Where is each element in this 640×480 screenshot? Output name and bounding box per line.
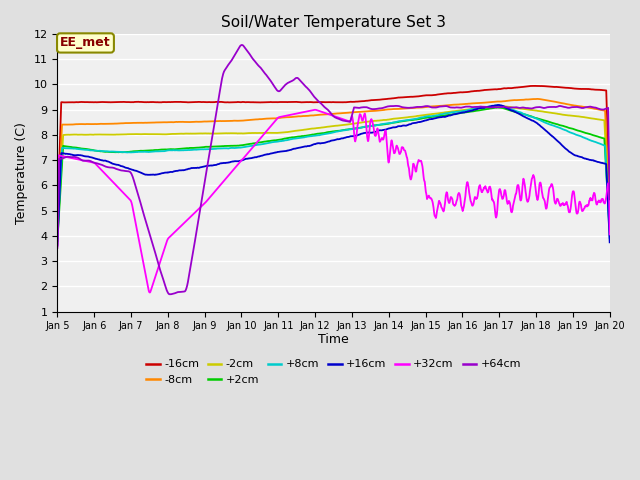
+32cm — [541, 199, 548, 204]
-16cm — [163, 99, 171, 105]
-2cm — [497, 103, 504, 109]
+2cm — [419, 115, 427, 121]
+16cm — [494, 102, 502, 108]
-16cm — [606, 198, 614, 204]
+2cm — [492, 105, 499, 110]
+2cm — [541, 118, 548, 123]
Text: EE_met: EE_met — [60, 36, 111, 49]
-8cm — [177, 119, 184, 125]
+8cm — [163, 148, 171, 154]
+8cm — [492, 103, 499, 108]
+64cm — [239, 42, 246, 48]
-8cm — [419, 105, 427, 110]
+32cm — [163, 238, 171, 243]
+32cm — [606, 231, 614, 237]
+8cm — [495, 102, 502, 108]
+64cm — [492, 104, 500, 110]
+2cm — [238, 143, 246, 148]
+16cm — [163, 169, 171, 175]
+2cm — [163, 146, 171, 152]
-2cm — [492, 104, 499, 109]
+64cm — [163, 288, 171, 293]
+32cm — [177, 224, 184, 229]
-8cm — [606, 216, 614, 222]
-16cm — [541, 83, 548, 89]
+64cm — [606, 196, 614, 202]
-16cm — [177, 99, 184, 105]
+32cm — [239, 156, 246, 162]
-8cm — [163, 120, 171, 125]
-8cm — [238, 118, 246, 123]
+8cm — [541, 120, 548, 125]
+64cm — [166, 291, 174, 297]
+64cm — [177, 289, 184, 295]
Line: +64cm: +64cm — [58, 45, 610, 294]
+2cm — [177, 146, 184, 152]
Line: -8cm: -8cm — [58, 99, 610, 227]
X-axis label: Time: Time — [318, 333, 349, 346]
+32cm — [420, 177, 428, 182]
+8cm — [606, 235, 614, 241]
-8cm — [541, 97, 548, 103]
+2cm — [494, 105, 502, 110]
+16cm — [606, 240, 614, 245]
+64cm — [238, 42, 246, 48]
Title: Soil/Water Temperature Set 3: Soil/Water Temperature Set 3 — [221, 15, 446, 30]
+8cm — [54, 236, 61, 241]
Line: -2cm: -2cm — [58, 106, 610, 236]
-8cm — [54, 224, 61, 229]
-16cm — [419, 93, 427, 98]
Line: -16cm: -16cm — [58, 86, 610, 219]
+16cm — [238, 157, 246, 163]
-16cm — [54, 216, 61, 222]
+2cm — [606, 228, 614, 234]
+8cm — [177, 147, 184, 153]
+64cm — [541, 105, 548, 111]
-2cm — [419, 112, 427, 118]
+32cm — [54, 243, 61, 249]
+64cm — [54, 245, 61, 251]
-8cm — [492, 99, 499, 105]
+32cm — [311, 107, 319, 113]
+64cm — [420, 104, 428, 109]
+16cm — [492, 103, 499, 108]
Line: +8cm: +8cm — [58, 105, 610, 239]
Legend: -16cm, -8cm, -2cm, +2cm, +8cm, +16cm, +32cm, +64cm: -16cm, -8cm, -2cm, +2cm, +8cm, +16cm, +3… — [142, 355, 525, 389]
+16cm — [177, 168, 184, 173]
-8cm — [533, 96, 541, 102]
+2cm — [54, 238, 61, 244]
+16cm — [54, 242, 61, 248]
-2cm — [163, 132, 171, 137]
Y-axis label: Temperature (C): Temperature (C) — [15, 122, 28, 224]
+32cm — [146, 289, 154, 295]
Line: +32cm: +32cm — [58, 110, 610, 292]
-2cm — [606, 219, 614, 225]
+16cm — [541, 127, 548, 132]
-2cm — [541, 109, 548, 115]
-16cm — [238, 99, 246, 105]
Line: +16cm: +16cm — [58, 105, 610, 245]
-2cm — [238, 131, 246, 136]
Line: +2cm: +2cm — [58, 108, 610, 241]
+16cm — [419, 118, 427, 124]
-16cm — [530, 83, 538, 89]
+32cm — [492, 215, 500, 220]
-2cm — [177, 131, 184, 136]
+8cm — [419, 114, 427, 120]
+8cm — [238, 144, 246, 150]
-16cm — [492, 86, 499, 92]
-2cm — [54, 233, 61, 239]
